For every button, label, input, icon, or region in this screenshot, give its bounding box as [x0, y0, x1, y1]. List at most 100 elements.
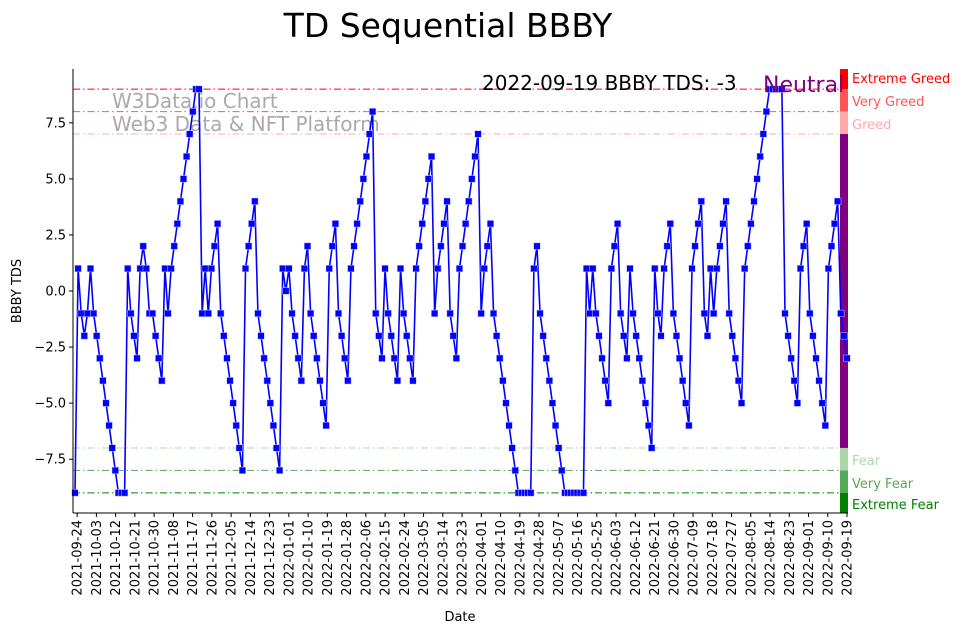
data-point	[86, 265, 95, 273]
data-point	[437, 242, 445, 250]
x-tick-label: 2021-11-26	[205, 520, 220, 596]
data-point	[431, 309, 439, 317]
data-point	[210, 242, 219, 250]
x-tick-label: 2022-04-10	[494, 520, 509, 596]
data-point	[728, 332, 736, 340]
data-point	[502, 399, 510, 407]
data-point	[403, 332, 411, 340]
x-tick-label: 2022-05-25	[590, 520, 605, 596]
data-point	[201, 265, 209, 273]
data-point	[610, 242, 619, 250]
x-tick-label: 2022-06-30	[667, 520, 682, 596]
data-point	[688, 265, 696, 273]
x-tick-label: 2022-07-09	[687, 520, 702, 596]
data-point	[756, 152, 764, 161]
data-point	[189, 108, 197, 116]
data-point	[105, 421, 113, 430]
data-point	[365, 130, 374, 138]
x-tick-label: 2022-07-18	[706, 520, 721, 596]
data-point	[111, 466, 119, 474]
sentiment-band	[840, 69, 848, 90]
data-point	[369, 108, 377, 116]
data-point	[232, 421, 240, 430]
sentiment-band	[840, 470, 848, 493]
data-point	[325, 265, 333, 273]
data-point	[558, 466, 566, 474]
data-point	[415, 242, 423, 250]
data-point	[542, 354, 550, 362]
data-point	[347, 265, 355, 273]
data-point	[468, 175, 476, 183]
sentiment-band	[840, 447, 848, 471]
data-point	[824, 265, 832, 273]
data-point	[586, 309, 594, 317]
data-point	[183, 152, 191, 161]
data-point	[272, 444, 281, 452]
data-point	[595, 332, 603, 340]
data-point	[322, 421, 330, 430]
data-point	[260, 354, 268, 362]
x-tick-label: 2022-06-21	[648, 520, 663, 596]
x-tick-label: 2021-09-24	[71, 520, 86, 596]
data-point	[384, 309, 392, 317]
data-point	[762, 108, 770, 116]
x-tick-label: 2022-07-27	[725, 520, 740, 596]
data-point	[682, 399, 690, 407]
data-point	[375, 332, 383, 340]
data-point	[238, 466, 246, 474]
x-tick-label: 2022-02-24	[398, 520, 413, 596]
data-point	[635, 354, 643, 362]
data-point	[552, 421, 560, 430]
data-point	[548, 399, 557, 407]
data-point	[303, 242, 312, 250]
data-point	[800, 242, 808, 250]
data-point	[83, 309, 91, 317]
data-point	[505, 421, 513, 430]
data-point	[784, 332, 792, 340]
x-tick-label: 2021-11-17	[186, 520, 201, 596]
data-point	[434, 265, 442, 273]
data-point	[217, 309, 225, 317]
data-point	[703, 332, 712, 340]
data-point	[152, 332, 160, 340]
data-point	[660, 265, 668, 273]
data-point	[781, 309, 789, 317]
data-point	[530, 265, 538, 273]
data-point	[235, 444, 243, 452]
data-point	[96, 354, 104, 362]
data-point	[499, 377, 507, 385]
data-point	[685, 421, 693, 430]
x-tick-label: 2021-10-21	[128, 520, 143, 596]
x-tick-label: 2022-04-01	[475, 520, 490, 596]
data-point	[350, 242, 358, 250]
data-point	[338, 332, 346, 340]
data-point	[297, 377, 305, 385]
y-tick-label: −2.5	[34, 341, 66, 356]
data-point	[99, 377, 107, 385]
data-point	[136, 265, 144, 273]
y-tick-label: 7.5	[45, 116, 66, 131]
data-point	[539, 332, 547, 340]
sentiment-band	[840, 89, 848, 112]
data-point	[362, 152, 370, 161]
data-point	[598, 354, 606, 362]
series-line	[74, 88, 848, 494]
data-point	[710, 309, 718, 317]
data-point	[620, 332, 628, 340]
x-tick-label: 2021-12-23	[263, 520, 278, 596]
data-point	[790, 377, 798, 385]
data-point	[406, 354, 414, 362]
data-point	[753, 175, 761, 183]
data-point	[307, 309, 315, 317]
data-point	[604, 399, 612, 407]
data-point	[725, 309, 733, 317]
data-point	[266, 399, 274, 407]
data-point	[158, 377, 166, 385]
data-point	[527, 489, 535, 497]
data-point	[490, 309, 498, 317]
data-point	[452, 354, 460, 362]
x-tick-label: 2022-03-14	[436, 520, 451, 596]
data-point	[226, 377, 234, 385]
data-point	[164, 309, 172, 317]
